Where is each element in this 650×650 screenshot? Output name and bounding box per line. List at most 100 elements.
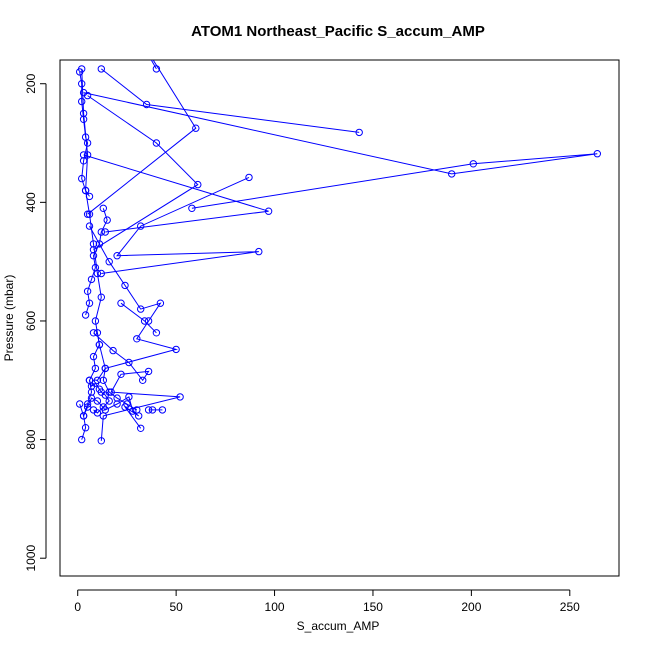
data-point — [91, 263, 100, 272]
x-tick-label: 50 — [169, 600, 183, 614]
data-point — [135, 412, 143, 420]
data-point — [593, 150, 601, 158]
data-point — [140, 317, 149, 325]
series-15 — [117, 299, 161, 337]
data-point — [107, 388, 115, 396]
data-point — [83, 400, 92, 408]
series-1 — [97, 65, 363, 137]
y-tick-label: 200 — [24, 73, 38, 93]
y-tick-label: 800 — [24, 429, 38, 449]
series-8 — [89, 329, 184, 445]
series-line — [81, 332, 100, 440]
data-point — [93, 397, 102, 405]
data-point — [144, 367, 153, 376]
data-point — [137, 222, 145, 230]
chart-title: ATOM1 Northeast_Pacific S_accum_AMP — [191, 23, 485, 40]
data-point — [85, 222, 94, 230]
data-point — [83, 139, 92, 147]
data-point — [101, 364, 110, 373]
series-7 — [85, 222, 180, 384]
x-tick-label: 100 — [265, 600, 285, 614]
data-point — [144, 406, 153, 414]
data-point — [469, 160, 477, 168]
data-point — [76, 400, 84, 408]
data-point — [137, 424, 145, 432]
data-point — [109, 346, 117, 355]
data-point — [117, 299, 125, 307]
data-point — [152, 329, 161, 337]
data-point — [255, 247, 263, 256]
data-point — [95, 240, 104, 248]
data-point — [125, 393, 133, 401]
data-point — [121, 403, 129, 411]
y-axis: 200 400 600 800 1000 — [24, 73, 47, 572]
series-3 — [79, 151, 273, 236]
data-point — [125, 358, 133, 367]
data-point — [97, 65, 106, 73]
data-point — [83, 91, 92, 100]
data-point — [97, 293, 106, 301]
data-point — [142, 100, 151, 109]
data-point — [113, 252, 121, 260]
data-point — [176, 393, 184, 401]
series-line — [89, 225, 179, 381]
y-tick-label: 400 — [24, 192, 38, 212]
x-tick-label: 150 — [363, 600, 383, 614]
data-point — [101, 228, 110, 236]
data-point — [87, 388, 96, 396]
data-point — [192, 124, 200, 132]
x-tick-label: 250 — [560, 600, 580, 614]
data-point — [89, 252, 98, 260]
data-point — [103, 216, 111, 224]
y-tick-label: 600 — [24, 311, 38, 331]
series-line — [101, 176, 259, 274]
data-point — [101, 391, 110, 399]
data-point — [85, 210, 94, 218]
series-13 — [85, 376, 113, 417]
data-point — [79, 157, 88, 165]
series-line — [87, 95, 199, 251]
data-point — [194, 180, 202, 189]
series-line — [83, 92, 598, 209]
data-point — [137, 305, 145, 313]
data-point — [85, 299, 94, 307]
series-line — [83, 154, 269, 233]
data-point — [89, 329, 98, 337]
data-point — [95, 341, 104, 349]
y-axis-label: Pressure (mbar) — [2, 275, 16, 362]
data-point — [89, 352, 98, 361]
data-point — [91, 317, 100, 325]
data-point — [264, 207, 273, 215]
x-axis: 0 50 100 150 200 250 — [74, 589, 580, 614]
data-point — [83, 210, 92, 218]
data-point — [99, 204, 108, 213]
series-14 — [144, 406, 167, 414]
data-point — [79, 412, 88, 420]
data-point — [156, 299, 165, 307]
data-point — [89, 406, 98, 414]
series-line — [85, 208, 108, 316]
data-point — [78, 174, 86, 183]
data-point — [93, 329, 102, 337]
series-line — [89, 380, 110, 414]
data-point — [91, 379, 100, 387]
data-point — [121, 281, 129, 290]
data-point — [144, 317, 153, 325]
data-point — [172, 345, 180, 354]
series-11 — [81, 204, 111, 319]
data-point — [97, 437, 106, 445]
series-4 — [97, 173, 263, 278]
series-line — [120, 302, 157, 334]
data-point — [83, 287, 92, 295]
x-tick-label: 200 — [461, 600, 481, 614]
data-point — [117, 370, 125, 378]
series-12 — [76, 68, 94, 201]
data-point — [76, 68, 84, 76]
data-point — [152, 65, 161, 73]
data-point — [78, 80, 86, 88]
series-line — [87, 60, 197, 215]
data-point — [113, 400, 121, 408]
data-point — [105, 258, 113, 266]
data-point — [355, 128, 363, 137]
